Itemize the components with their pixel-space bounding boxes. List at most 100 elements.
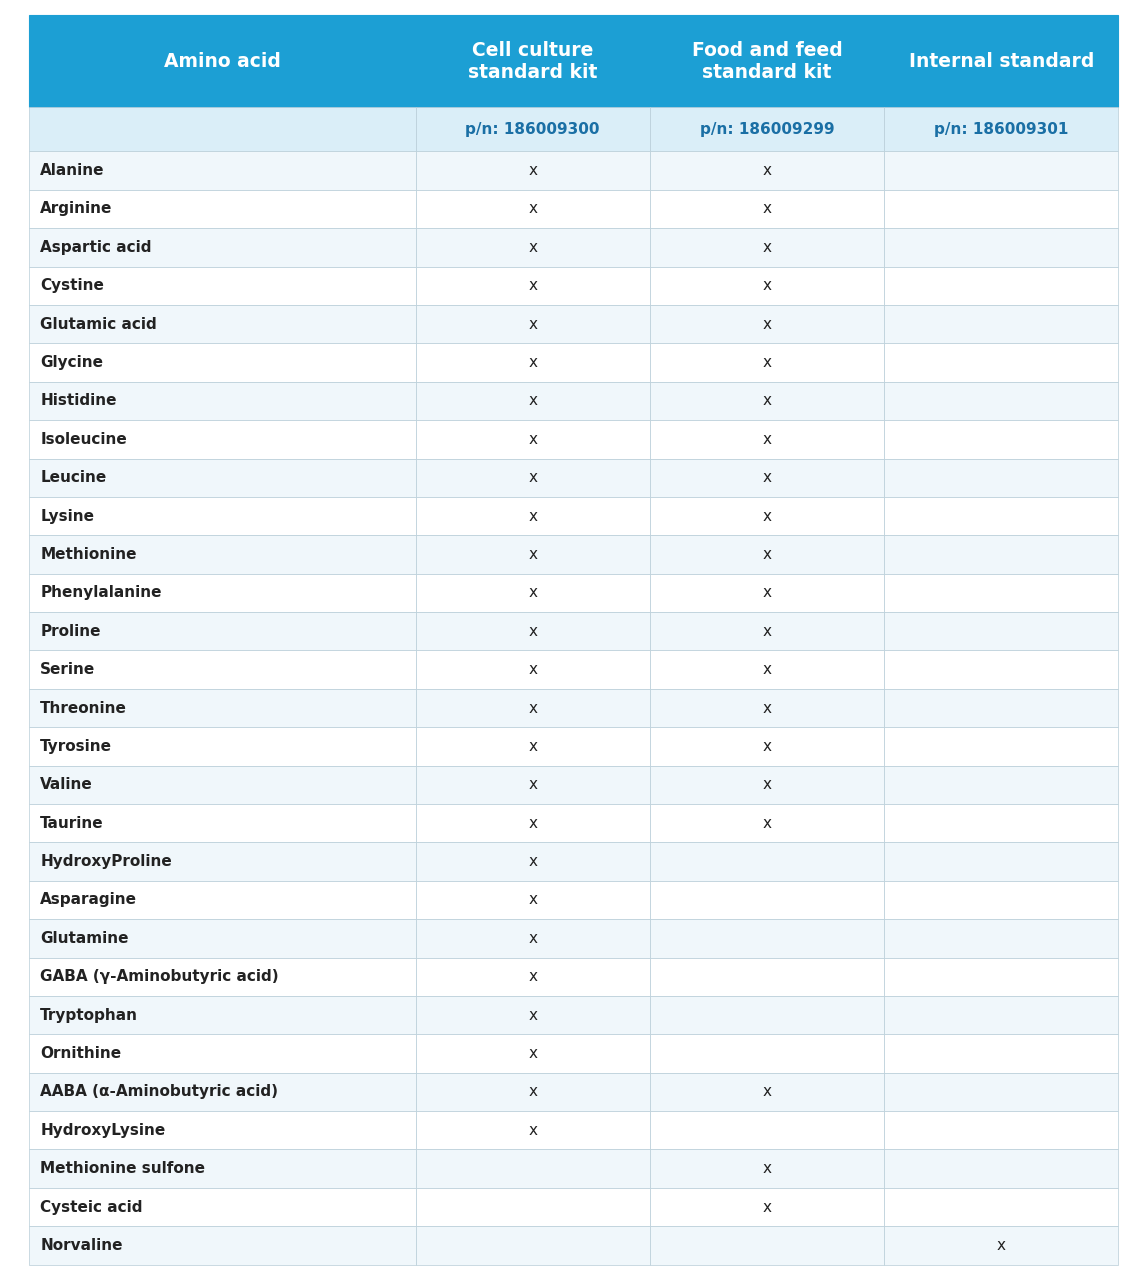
Text: x: x — [763, 316, 772, 332]
Bar — [649, 1034, 884, 1073]
Text: x: x — [528, 355, 537, 370]
Bar — [649, 497, 884, 535]
Bar — [29, 996, 415, 1034]
Text: HydroxyLysine: HydroxyLysine — [40, 1123, 165, 1138]
Text: x: x — [528, 278, 537, 293]
Text: x: x — [528, 854, 537, 869]
Text: x: x — [763, 662, 772, 677]
Bar — [884, 727, 1118, 765]
Bar — [649, 535, 884, 573]
Text: Serine: Serine — [40, 662, 95, 677]
Bar — [415, 689, 649, 727]
Bar — [884, 996, 1118, 1034]
Text: Methionine: Methionine — [40, 547, 136, 562]
Text: x: x — [763, 1199, 772, 1215]
Text: x: x — [763, 393, 772, 408]
Bar — [29, 228, 415, 266]
Text: Norvaline: Norvaline — [40, 1238, 123, 1253]
Bar — [415, 189, 649, 228]
Text: x: x — [528, 700, 537, 716]
Text: x: x — [763, 547, 772, 562]
Bar — [415, 151, 649, 189]
Bar — [649, 842, 884, 881]
Bar — [29, 573, 415, 612]
Bar — [884, 1034, 1118, 1073]
Text: x: x — [528, 1046, 537, 1061]
Bar — [884, 458, 1118, 497]
Text: Isoleucine: Isoleucine — [40, 431, 127, 447]
Text: x: x — [997, 1238, 1006, 1253]
Text: x: x — [528, 585, 537, 600]
Bar — [649, 420, 884, 458]
Bar — [29, 108, 415, 151]
Text: x: x — [763, 1161, 772, 1176]
Text: Alanine: Alanine — [40, 163, 104, 178]
Bar — [415, 497, 649, 535]
Bar — [649, 996, 884, 1034]
Bar — [884, 108, 1118, 151]
Text: x: x — [528, 163, 537, 178]
Bar — [29, 765, 415, 804]
Bar — [29, 535, 415, 573]
Bar — [649, 612, 884, 650]
Text: x: x — [763, 623, 772, 639]
Text: Internal standard: Internal standard — [908, 51, 1094, 70]
Bar — [884, 804, 1118, 842]
Text: x: x — [528, 931, 537, 946]
Bar — [29, 458, 415, 497]
Bar — [29, 15, 415, 108]
Bar — [29, 343, 415, 381]
Text: Histidine: Histidine — [40, 393, 117, 408]
Bar — [884, 266, 1118, 305]
Bar — [884, 535, 1118, 573]
Text: x: x — [763, 700, 772, 716]
Bar — [29, 497, 415, 535]
Text: x: x — [528, 892, 537, 908]
Bar — [884, 228, 1118, 266]
Bar — [415, 573, 649, 612]
Text: p/n: 186009300: p/n: 186009300 — [466, 122, 600, 137]
Bar — [649, 228, 884, 266]
Bar — [649, 1111, 884, 1149]
Bar — [649, 1149, 884, 1188]
Bar — [884, 189, 1118, 228]
Bar — [884, 1073, 1118, 1111]
Bar — [415, 919, 649, 957]
Bar — [29, 1226, 415, 1265]
Text: Cysteic acid: Cysteic acid — [40, 1199, 142, 1215]
Bar — [415, 996, 649, 1034]
Text: p/n: 186009301: p/n: 186009301 — [934, 122, 1068, 137]
Bar — [649, 881, 884, 919]
Bar — [415, 381, 649, 420]
Bar — [649, 1188, 884, 1226]
Text: GABA (γ-Aminobutyric acid): GABA (γ-Aminobutyric acid) — [40, 969, 279, 984]
Text: x: x — [763, 508, 772, 524]
Bar — [884, 1111, 1118, 1149]
Bar — [29, 1073, 415, 1111]
Bar — [415, 727, 649, 765]
Text: Phenylalanine: Phenylalanine — [40, 585, 162, 600]
Text: Glutamic acid: Glutamic acid — [40, 316, 157, 332]
Bar — [649, 957, 884, 996]
Bar — [649, 266, 884, 305]
Bar — [415, 266, 649, 305]
Text: x: x — [763, 355, 772, 370]
Bar — [29, 919, 415, 957]
Text: x: x — [528, 1123, 537, 1138]
Text: Arginine: Arginine — [40, 201, 112, 216]
Bar — [29, 881, 415, 919]
Bar — [29, 727, 415, 765]
Text: x: x — [528, 201, 537, 216]
Text: Tryptophan: Tryptophan — [40, 1007, 138, 1023]
Text: x: x — [528, 777, 537, 792]
Text: x: x — [763, 585, 772, 600]
Bar — [649, 343, 884, 381]
Bar — [29, 957, 415, 996]
Bar — [415, 1111, 649, 1149]
Bar — [884, 1149, 1118, 1188]
Text: x: x — [763, 739, 772, 754]
Text: Ornithine: Ornithine — [40, 1046, 122, 1061]
Text: x: x — [528, 316, 537, 332]
Bar — [415, 458, 649, 497]
Bar — [415, 305, 649, 343]
